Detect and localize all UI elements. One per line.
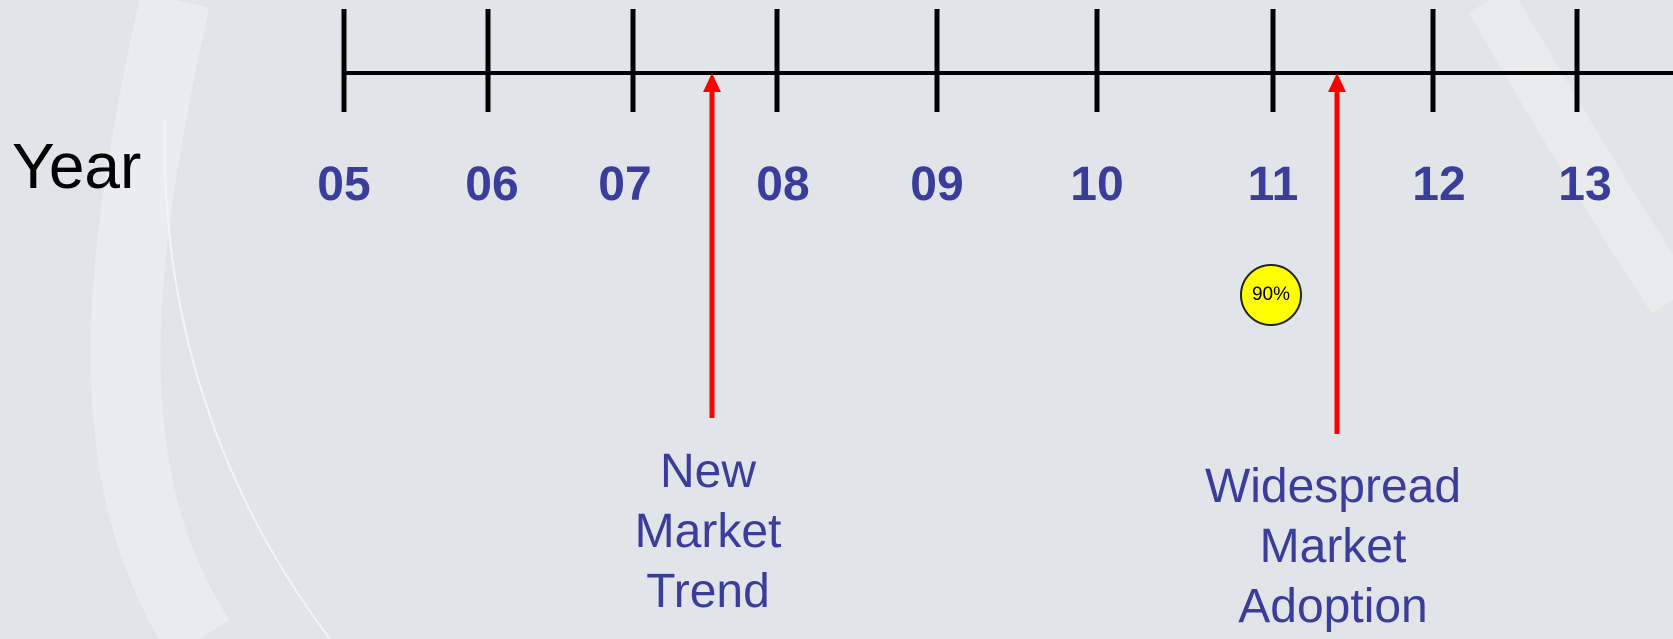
- event-label: New Market Trend: [634, 445, 782, 618]
- event-arrow-head: [1328, 73, 1346, 92]
- tick-label: 09: [910, 158, 964, 211]
- tick-label: 11: [1247, 158, 1299, 211]
- event-arrow-head: [703, 73, 721, 92]
- badge-text: 90%: [1251, 284, 1291, 305]
- event-label: Widespread Market Adoption: [1204, 460, 1462, 633]
- tick-label: 08: [756, 158, 810, 211]
- axis-title-year: Year: [12, 130, 142, 202]
- tick-label: 05: [317, 158, 371, 211]
- percentage-badge: 90%: [1240, 264, 1302, 326]
- tick-label: 06: [465, 158, 519, 211]
- event-arrows: [703, 73, 1346, 434]
- tick-label: 12: [1412, 158, 1466, 211]
- tick-label: 13: [1558, 158, 1612, 211]
- tick-label: 07: [598, 158, 652, 211]
- tick-marks: [341, 9, 1580, 112]
- tick-label: 10: [1070, 158, 1124, 211]
